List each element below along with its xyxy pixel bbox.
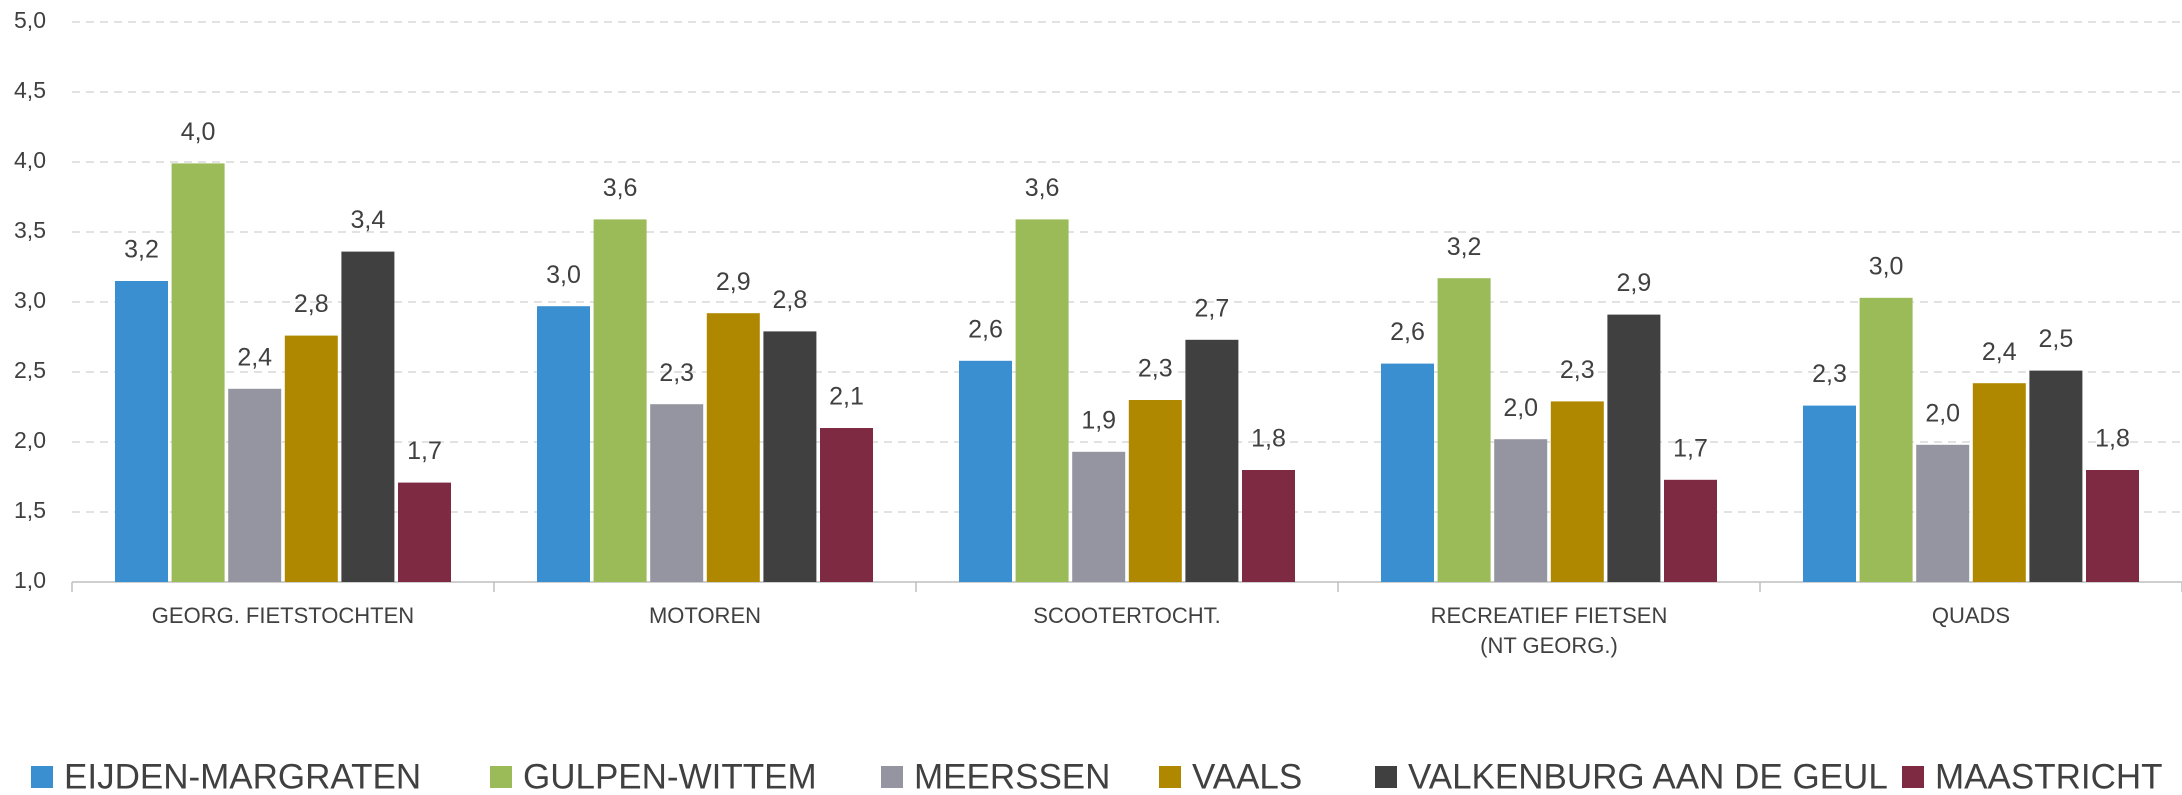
bar xyxy=(706,313,760,582)
y-tick-label: 5,0 xyxy=(14,7,46,33)
bar xyxy=(1437,278,1491,582)
value-label: 1,8 xyxy=(1251,425,1286,453)
bar xyxy=(959,360,1012,582)
bar xyxy=(284,335,338,582)
bar xyxy=(1128,400,1182,582)
bar xyxy=(820,428,873,582)
value-label: 3,6 xyxy=(1025,174,1060,202)
legend-label: MEERSSEN xyxy=(914,757,1110,795)
bar xyxy=(763,331,817,582)
y-tick-label: 1,5 xyxy=(14,497,46,523)
y-tick-label: 3,5 xyxy=(14,217,46,243)
legend-label: VALKENBURG AAN DE GEUL xyxy=(1408,757,1888,795)
legend-swatch xyxy=(31,766,53,788)
x-tick-label: MOTOREN xyxy=(648,603,762,628)
y-tick-label: 2,5 xyxy=(14,357,46,383)
legend-label: VAALS xyxy=(1192,757,1302,795)
value-label: 2,8 xyxy=(773,286,808,314)
bar xyxy=(593,219,647,582)
y-tick-label: 4,5 xyxy=(14,77,46,103)
legend-swatch xyxy=(881,766,903,788)
value-label: 3,4 xyxy=(351,206,386,234)
bar xyxy=(1072,451,1126,582)
value-label: 2,1 xyxy=(829,383,864,411)
value-label: 2,7 xyxy=(1195,294,1230,322)
bar xyxy=(1242,470,1295,582)
bar xyxy=(341,251,395,582)
x-tick-label: RECREATIEF FIETSEN (NT GEORG.) xyxy=(1430,603,1668,658)
value-label: 2,8 xyxy=(294,290,329,318)
legend-swatch xyxy=(1375,766,1397,788)
value-label: 3,6 xyxy=(603,174,638,202)
value-label: 2,9 xyxy=(716,268,751,296)
x-tick-label: GEORG. FIETSTOCHTEN xyxy=(151,603,415,628)
legend-label: EIJDEN-MARGRATEN xyxy=(64,757,421,795)
bar xyxy=(1803,405,1856,582)
legend-swatch xyxy=(1159,766,1181,788)
legend-label: MAASTRICHT xyxy=(1935,757,2163,795)
value-label: 1,9 xyxy=(1081,406,1116,434)
value-label: 2,3 xyxy=(1812,360,1847,388)
value-label: 2,3 xyxy=(1138,355,1173,383)
value-label: 3,2 xyxy=(1447,233,1482,261)
legend-swatch xyxy=(1902,766,1924,788)
value-label: 2,4 xyxy=(237,343,272,371)
bar xyxy=(1381,363,1434,582)
value-label: 3,0 xyxy=(546,261,581,289)
value-label: 4,0 xyxy=(181,118,216,146)
bar xyxy=(228,388,282,582)
value-label: 2,9 xyxy=(1617,269,1652,297)
bar xyxy=(650,404,704,582)
value-label: 2,6 xyxy=(1390,318,1425,346)
value-label: 3,0 xyxy=(1869,252,1904,280)
bar xyxy=(1859,297,1913,582)
value-label: 1,8 xyxy=(2095,425,2130,453)
bar xyxy=(1494,439,1548,582)
y-tick-label: 3,0 xyxy=(14,287,46,313)
bar xyxy=(398,482,451,582)
value-label: 2,5 xyxy=(2039,325,2074,353)
bar xyxy=(2029,370,2083,582)
bar xyxy=(2086,470,2139,582)
value-label: 1,7 xyxy=(1673,434,1708,462)
bar xyxy=(1664,479,1717,582)
value-label: 2,3 xyxy=(1560,356,1595,384)
value-label: 2,6 xyxy=(968,315,1003,343)
legend-swatch xyxy=(490,766,512,788)
bar xyxy=(1550,401,1604,582)
bar xyxy=(115,281,168,582)
legend-label: GULPEN-WITTEM xyxy=(523,757,817,795)
value-label: 1,7 xyxy=(407,437,442,465)
value-label: 2,3 xyxy=(659,359,694,387)
value-label: 2,0 xyxy=(1503,394,1538,422)
bar xyxy=(1015,219,1069,582)
y-tick-label: 2,0 xyxy=(14,427,46,453)
bar xyxy=(1972,383,2026,582)
x-tick-label: SCOOTERTOCHT. xyxy=(1033,603,1221,628)
value-label: 3,2 xyxy=(124,236,159,264)
bar xyxy=(1607,314,1661,582)
y-tick-label: 1,0 xyxy=(14,567,46,593)
bar xyxy=(537,306,590,582)
bar xyxy=(1185,339,1239,582)
value-label: 2,4 xyxy=(1982,338,2017,366)
value-label: 2,0 xyxy=(1925,399,1960,427)
y-tick-label: 4,0 xyxy=(14,147,46,173)
bar xyxy=(171,163,225,582)
x-tick-label: QUADS xyxy=(1931,603,2011,628)
bar xyxy=(1916,444,1970,582)
